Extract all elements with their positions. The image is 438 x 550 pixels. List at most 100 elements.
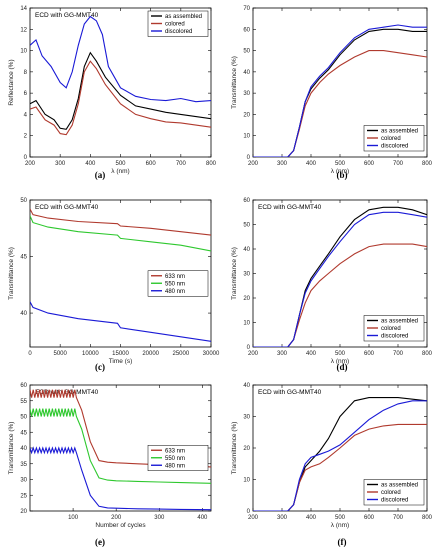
y-tick-label: 30 [243, 91, 250, 97]
x-tick-label: 0 [28, 351, 32, 357]
series-line-discolored [30, 15, 211, 103]
legend-label: colored [381, 136, 401, 142]
x-tick-label: 200 [111, 515, 122, 521]
x-tick-label: 200 [248, 351, 259, 357]
series-line-discolored [253, 24, 427, 157]
chart-panel-5: 100 200 300 400 20 25 30 35 40 45 50 55 60 Number of … [8, 383, 212, 547]
legend-label: discolored [381, 334, 408, 340]
y-tick-label: 40 [20, 446, 27, 452]
legend-label: 480 nm [165, 463, 185, 469]
legend-label: 550 nm [165, 456, 185, 462]
y-tick-label: 50 [243, 49, 250, 55]
y-tick-label: 40 [243, 247, 250, 253]
x-tick-label: 30000 [203, 351, 220, 357]
x-axis-label: Time (s) [109, 358, 133, 365]
y-tick-label: 70 [243, 6, 250, 12]
legend-label: 550 nm [165, 281, 185, 287]
y-tick-label: 0 [24, 155, 28, 161]
y-tick-label: 6 [24, 91, 28, 97]
y-tick-label: 20 [243, 112, 250, 118]
x-axis-label: λ (nm) [111, 168, 129, 175]
series-line-480-nm [30, 301, 211, 342]
x-tick-label: 10000 [82, 351, 99, 357]
x-tick-label: 300 [55, 161, 66, 167]
legend-label: discolored [381, 144, 408, 150]
x-tick-label: 25000 [172, 351, 189, 357]
x-tick-label: 15000 [112, 351, 129, 357]
x-tick-label: 400 [85, 161, 96, 167]
x-tick-label: 200 [25, 161, 36, 167]
x-tick-label: 20000 [142, 351, 159, 357]
y-tick-label: 20 [20, 509, 27, 515]
series-line-633-nm [30, 389, 211, 468]
x-tick-label: 400 [306, 351, 317, 357]
panel-label: (d) [337, 362, 348, 372]
chart-panel-6: 200 300 400 500 600 700 800 0 10 20 30 40 λ (nm) Tran… [231, 383, 433, 547]
panel-label: (f) [338, 537, 347, 547]
y-axis-label: Transmittance (%) [231, 56, 238, 109]
x-tick-label: 800 [422, 515, 433, 521]
x-tick-label: 500 [335, 351, 346, 357]
chart-panel-1: 200 300 400 500 600 700 800 0 2 4 6 8 10 12 14 λ (nm) Re… [8, 6, 217, 180]
x-tick-label: 100 [68, 515, 79, 521]
x-tick-label: 400 [197, 515, 208, 521]
y-tick-label: 10 [243, 321, 250, 327]
legend-label: discolored [381, 498, 408, 504]
y-tick-label: 10 [20, 49, 27, 55]
x-tick-label: 800 [422, 351, 433, 357]
x-axis-label: λ (nm) [331, 522, 349, 529]
chart-title: ECD with GG-MMT40 [35, 389, 99, 396]
series-line-discolored [253, 211, 427, 347]
legend-label: as assembled [381, 319, 418, 325]
y-axis-label: Reflectance (%) [8, 59, 15, 105]
chart-title: ECD with GG-MMT40 [35, 204, 99, 211]
y-tick-label: 50 [20, 198, 27, 204]
panel-label: (b) [337, 170, 348, 180]
y-tick-label: 4 [24, 112, 28, 118]
y-tick-label: 8 [24, 70, 28, 76]
y-tick-label: 40 [20, 311, 27, 317]
y-tick-label: 20 [243, 296, 250, 302]
y-tick-label: 30 [243, 272, 250, 278]
x-tick-label: 500 [335, 515, 346, 521]
legend-label: colored [381, 490, 401, 496]
y-tick-label: 0 [247, 155, 251, 161]
x-tick-label: 300 [277, 515, 288, 521]
panel-label: (c) [95, 362, 105, 372]
y-tick-label: 14 [20, 6, 27, 12]
y-tick-label: 40 [243, 383, 250, 389]
y-tick-label: 0 [247, 509, 251, 515]
legend-label: as assembled [165, 14, 202, 20]
x-tick-label: 600 [364, 351, 375, 357]
y-tick-label: 40 [243, 70, 250, 76]
x-tick-label: 400 [306, 161, 317, 167]
y-tick-label: 35 [20, 462, 27, 468]
series-line-480-nm [30, 446, 211, 511]
y-axis-label: Transmittance (%) [8, 422, 15, 475]
legend-label: discolored [165, 29, 192, 35]
legend-label: 633 nm [165, 274, 185, 280]
series-line-550-nm [30, 408, 211, 484]
x-tick-label: 400 [306, 515, 317, 521]
x-tick-label: 500 [115, 161, 126, 167]
y-tick-label: 60 [20, 383, 27, 389]
y-tick-label: 12 [20, 27, 27, 33]
x-tick-label: 700 [393, 351, 404, 357]
y-tick-label: 10 [243, 478, 250, 484]
legend-label: 633 nm [165, 448, 185, 454]
y-tick-label: 45 [20, 430, 27, 436]
series-line-as-assembled [30, 51, 211, 130]
y-tick-label: 60 [243, 27, 250, 33]
x-axis-label: λ (nm) [331, 358, 349, 365]
x-tick-label: 800 [422, 161, 433, 167]
y-tick-label: 60 [243, 198, 250, 204]
y-tick-label: 30 [20, 478, 27, 484]
x-tick-label: 200 [248, 161, 259, 167]
y-axis-label: Transmittance (%) [231, 247, 238, 300]
chart-panel-4: 200 300 400 500 600 700 800 0 10 20 30 40 50 60 λ (nm)… [231, 198, 433, 372]
series-line-550-nm [30, 215, 211, 252]
x-tick-label: 300 [277, 161, 288, 167]
x-axis-label: λ (nm) [331, 168, 349, 175]
